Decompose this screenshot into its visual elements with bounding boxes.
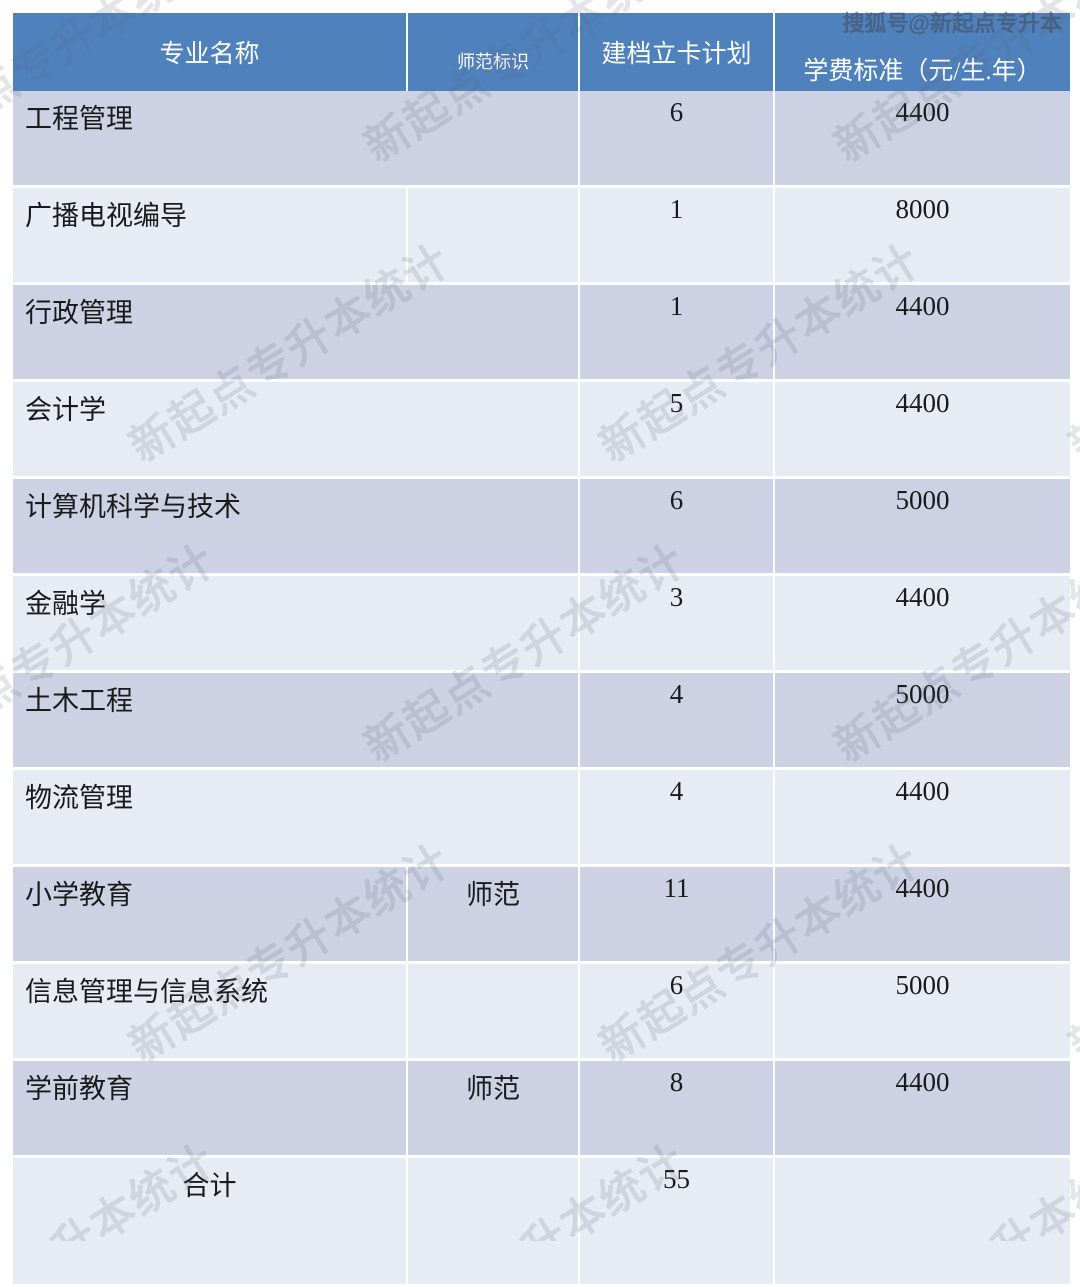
table-row: 物流管理 4 4400 [13, 770, 1070, 867]
cell-tuition: 4400 [775, 576, 1070, 673]
cell-plan-count: 4 [580, 770, 775, 867]
column-header-tuition: 学费标准（元/生.年） [775, 13, 1070, 91]
cell-tuition: 4400 [775, 285, 1070, 382]
cell-major-name: 计算机科学与技术 [13, 479, 580, 576]
cell-normal-flag [408, 964, 580, 1061]
sohu-account-watermark: 搜狐号@新起点专升本 [842, 11, 1062, 36]
table-total-row: 合计 55 [13, 1158, 1070, 1287]
column-header-major: 专业名称 [13, 13, 408, 91]
cell-major-name: 学前教育 [13, 1061, 408, 1158]
cell-tuition: 4400 [775, 867, 1070, 964]
cell-major-name: 物流管理 [13, 770, 580, 867]
table-row: 广播电视编导 1 8000 [13, 188, 1070, 285]
cell-tuition: 8000 [775, 188, 1070, 285]
column-header-normal-flag: 师范标识 [408, 13, 580, 91]
header-row: 专业名称 师范标识 建档立卡计划 学费标准（元/生.年） [13, 13, 1070, 91]
table-row: 信息管理与信息系统 6 5000 [13, 964, 1070, 1061]
cell-tuition: 4400 [775, 91, 1070, 188]
cell-major-name: 信息管理与信息系统 [13, 964, 408, 1061]
table-row: 计算机科学与技术 6 5000 [13, 479, 1070, 576]
table-row: 小学教育 师范 11 4400 [13, 867, 1070, 964]
cell-major-name: 工程管理 [13, 91, 580, 188]
cell-tuition: 5000 [775, 964, 1070, 1061]
cell-plan-count: 3 [580, 576, 775, 673]
cell-major-name: 会计学 [13, 382, 580, 479]
cell-tuition: 4400 [775, 770, 1070, 867]
column-header-plan: 建档立卡计划 [580, 13, 775, 91]
cell-plan-count: 6 [580, 91, 775, 188]
cell-total-tuition [775, 1158, 1070, 1287]
cell-plan-count: 6 [580, 964, 775, 1061]
table-header: 专业名称 师范标识 建档立卡计划 学费标准（元/生.年） [13, 13, 1070, 91]
cell-total-label: 合计 [13, 1158, 408, 1287]
table-body: 工程管理 6 4400 广播电视编导 1 8000 行政管理 1 4400 会计学 5 4400 计算机… [13, 91, 1070, 1287]
cell-major-name: 金融学 [13, 576, 580, 673]
cell-total-plan: 55 [580, 1158, 775, 1287]
cell-major-name: 行政管理 [13, 285, 580, 382]
cell-plan-count: 5 [580, 382, 775, 479]
admission-plan-table-wrapper: 专业名称 师范标识 建档立卡计划 学费标准（元/生.年） 工程管理 6 4400 广播… [13, 13, 1070, 1287]
cell-tuition: 4400 [775, 1061, 1070, 1158]
cell-plan-count: 1 [580, 285, 775, 382]
cell-total-flag [408, 1158, 580, 1287]
cell-normal-flag: 师范 [408, 1061, 580, 1158]
cell-normal-flag: 师范 [408, 867, 580, 964]
table-row: 土木工程 4 5000 [13, 673, 1070, 770]
cell-major-name: 土木工程 [13, 673, 580, 770]
cell-plan-count: 8 [580, 1061, 775, 1158]
admission-plan-table: 专业名称 师范标识 建档立卡计划 学费标准（元/生.年） 工程管理 6 4400 广播… [13, 13, 1070, 1287]
cell-plan-count: 6 [580, 479, 775, 576]
table-row: 金融学 3 4400 [13, 576, 1070, 673]
cell-plan-count: 11 [580, 867, 775, 964]
cell-tuition: 5000 [775, 479, 1070, 576]
cell-plan-count: 1 [580, 188, 775, 285]
cell-normal-flag [408, 188, 580, 285]
table-row: 学前教育 师范 8 4400 [13, 1061, 1070, 1158]
table-row: 行政管理 1 4400 [13, 285, 1070, 382]
table-row: 工程管理 6 4400 [13, 91, 1070, 188]
cell-tuition: 5000 [775, 673, 1070, 770]
cell-major-name: 小学教育 [13, 867, 408, 964]
cell-tuition: 4400 [775, 382, 1070, 479]
cell-major-name: 广播电视编导 [13, 188, 408, 285]
cell-plan-count: 4 [580, 673, 775, 770]
table-row: 会计学 5 4400 [13, 382, 1070, 479]
